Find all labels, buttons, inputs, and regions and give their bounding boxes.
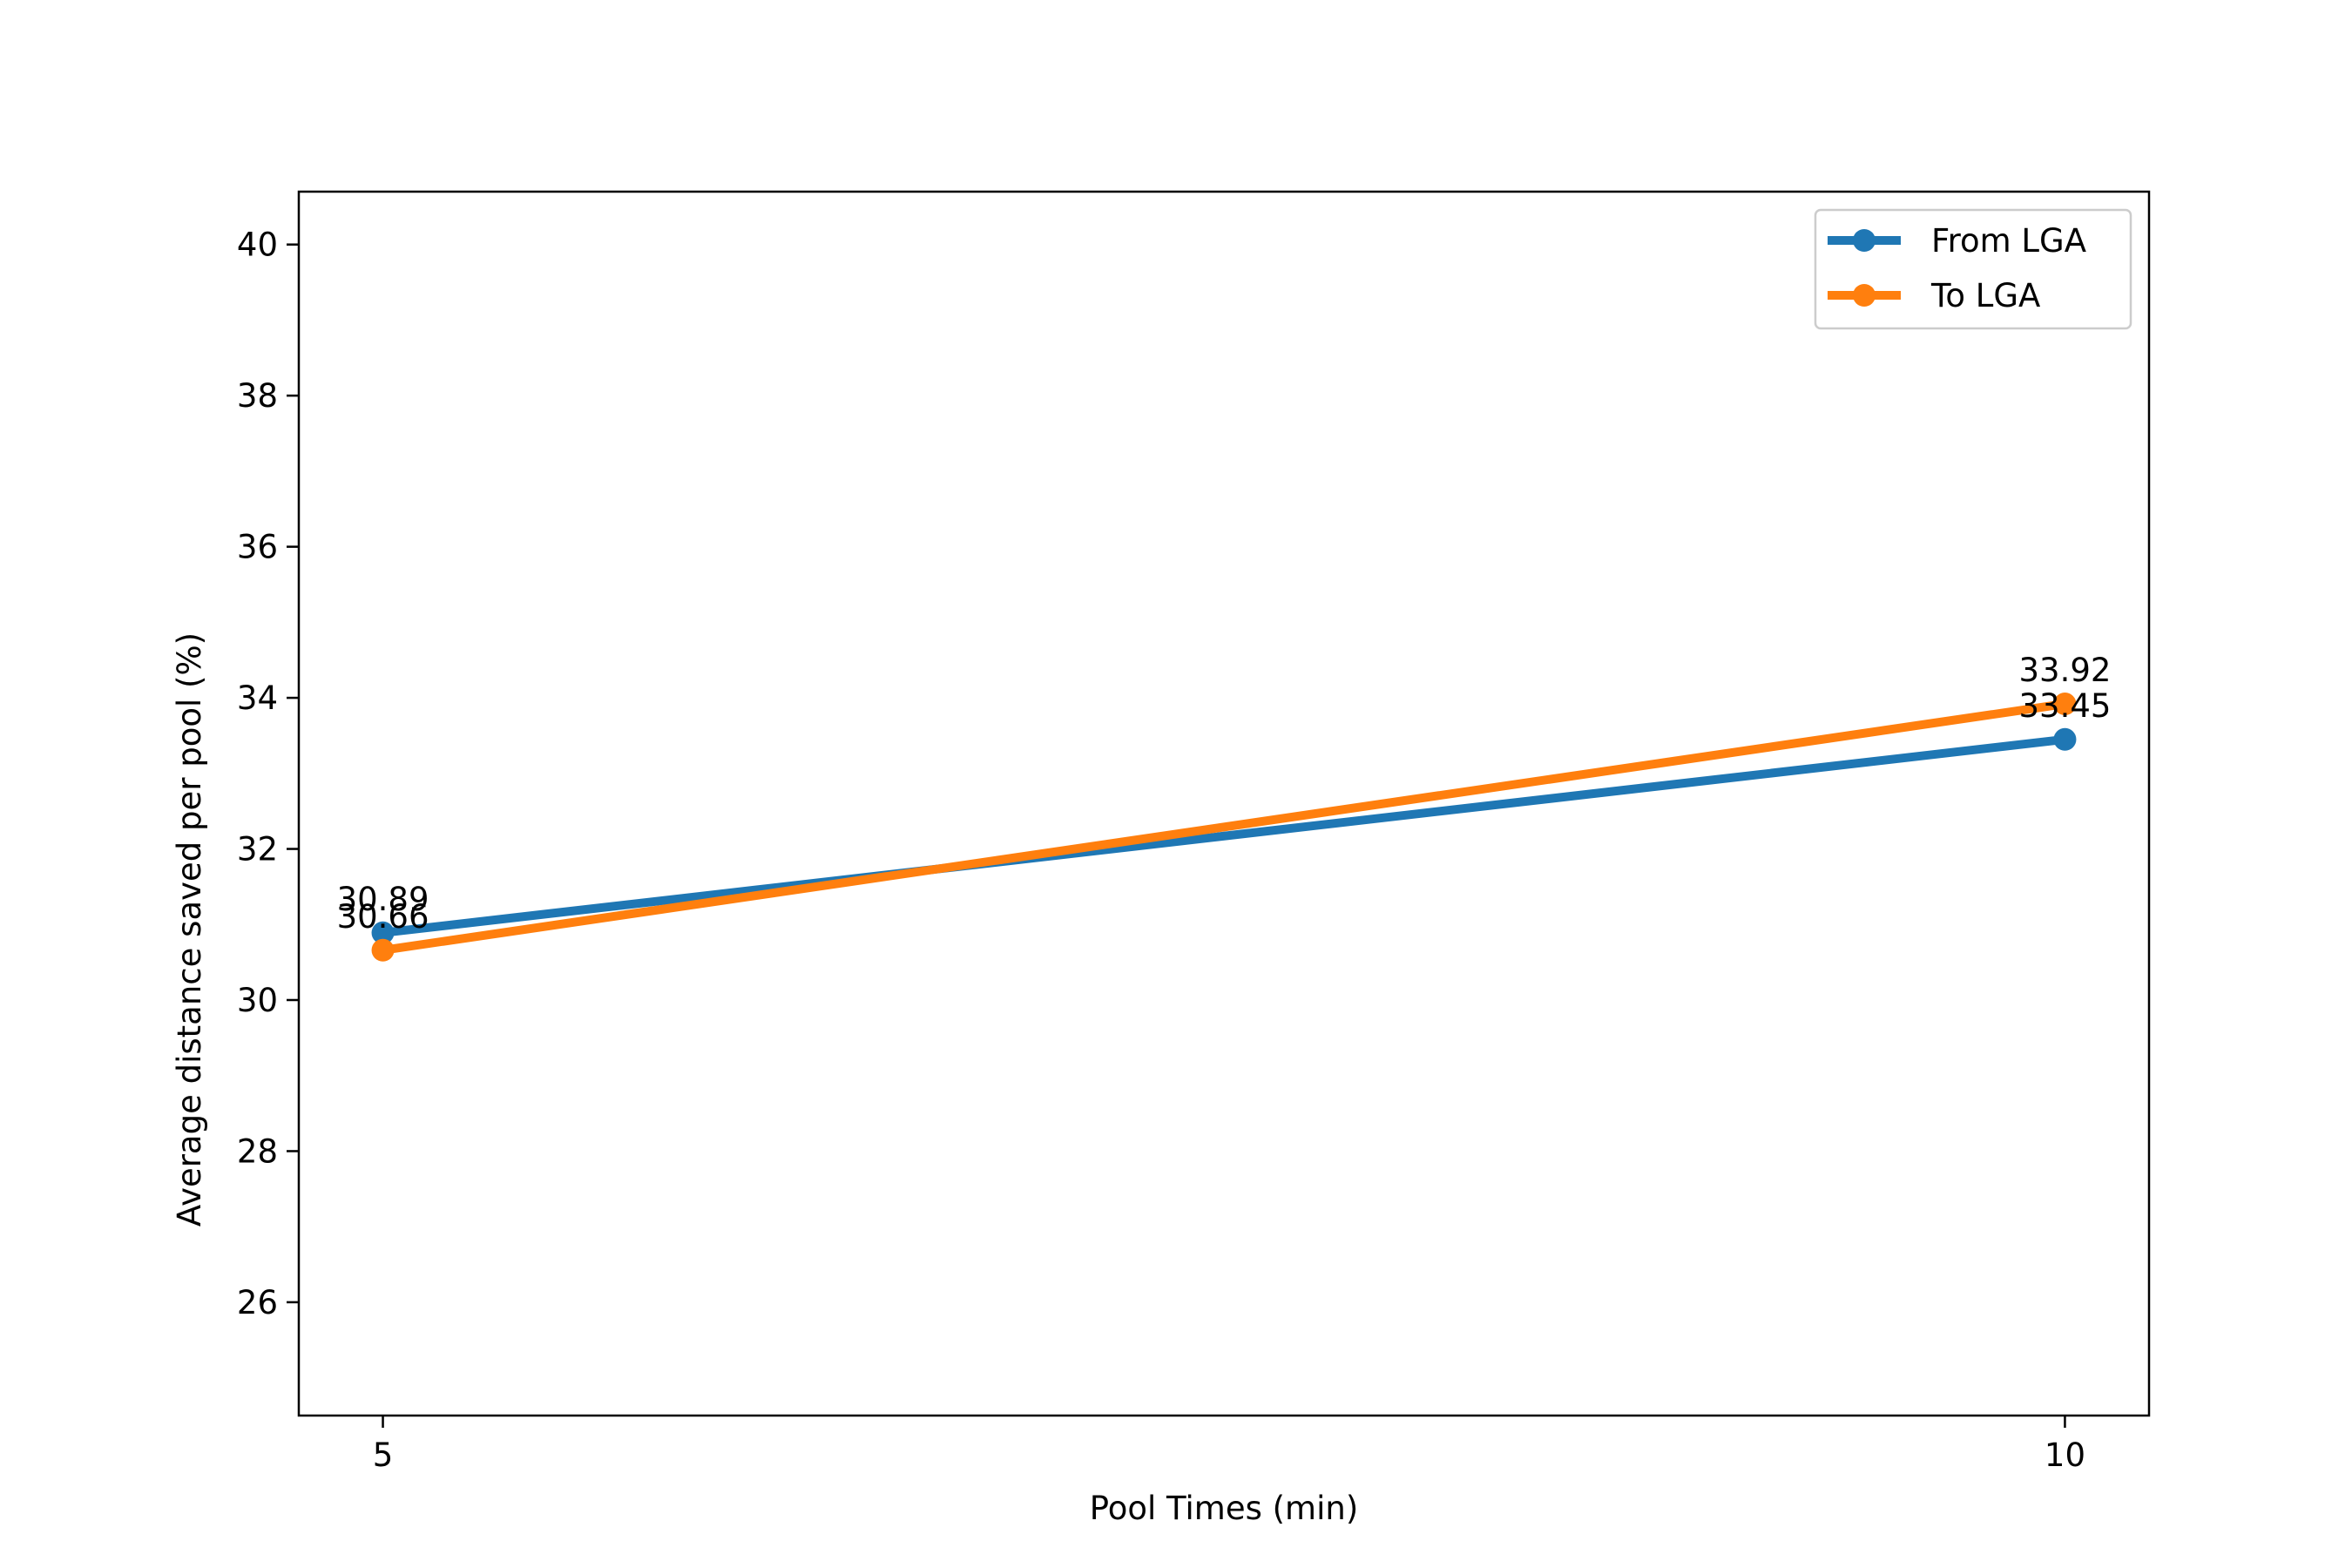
legend-marker-0 — [1853, 229, 1876, 252]
y-tick-label-1: 28 — [237, 1132, 278, 1170]
series-line-0 — [382, 734, 2066, 937]
series-0-point-0 — [371, 921, 395, 944]
y-tick-label-5: 36 — [237, 529, 278, 566]
x-axis-label: Pool Times (min) — [1090, 1490, 1359, 1527]
series-1-point-0 — [371, 938, 395, 962]
axes: 26 28 30 32 34 36 38 40 5 10 — [237, 190, 2151, 1474]
y-tick-label-0: 26 — [237, 1284, 278, 1321]
y-tick-label-7: 40 — [237, 226, 278, 264]
y-tick-label-4: 34 — [237, 679, 278, 717]
x-tick-label-0: 5 — [373, 1436, 394, 1474]
y-tick-label-3: 32 — [237, 831, 278, 868]
series-group — [371, 693, 2077, 962]
plot-frame — [297, 190, 2151, 1417]
data-label-series-1-point-0: 30.66 — [337, 898, 429, 936]
data-label-series-0-point-0: 30.89 — [337, 881, 429, 918]
series-0-point-1 — [2053, 727, 2077, 751]
x-tick-label-1: 10 — [2044, 1436, 2085, 1474]
legend-marker-1 — [1853, 284, 1876, 307]
series-1-point-1 — [2053, 693, 2077, 716]
legend: From LGA To LGA — [1814, 208, 2132, 330]
y-tick-label-2: 30 — [237, 982, 278, 1019]
legend-label-0: From LGA — [1931, 222, 2086, 260]
data-label-series-0-point-1: 33.45 — [2018, 687, 2111, 725]
y-tick-label-6: 38 — [237, 377, 278, 415]
legend-label-1: To LGA — [1930, 277, 2040, 314]
series-line-1 — [382, 700, 2066, 955]
y-axis-label: Average distance saved per pool (%) — [171, 632, 208, 1227]
data-labels: 30.89 33.45 30.66 33.92 — [337, 652, 2112, 936]
data-label-series-1-point-1: 33.92 — [2018, 652, 2111, 689]
